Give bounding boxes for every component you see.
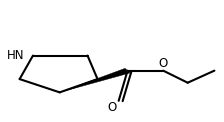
Text: O: O bbox=[107, 101, 117, 114]
Text: HN: HN bbox=[6, 49, 24, 62]
Text: O: O bbox=[159, 57, 168, 70]
Polygon shape bbox=[60, 68, 130, 92]
